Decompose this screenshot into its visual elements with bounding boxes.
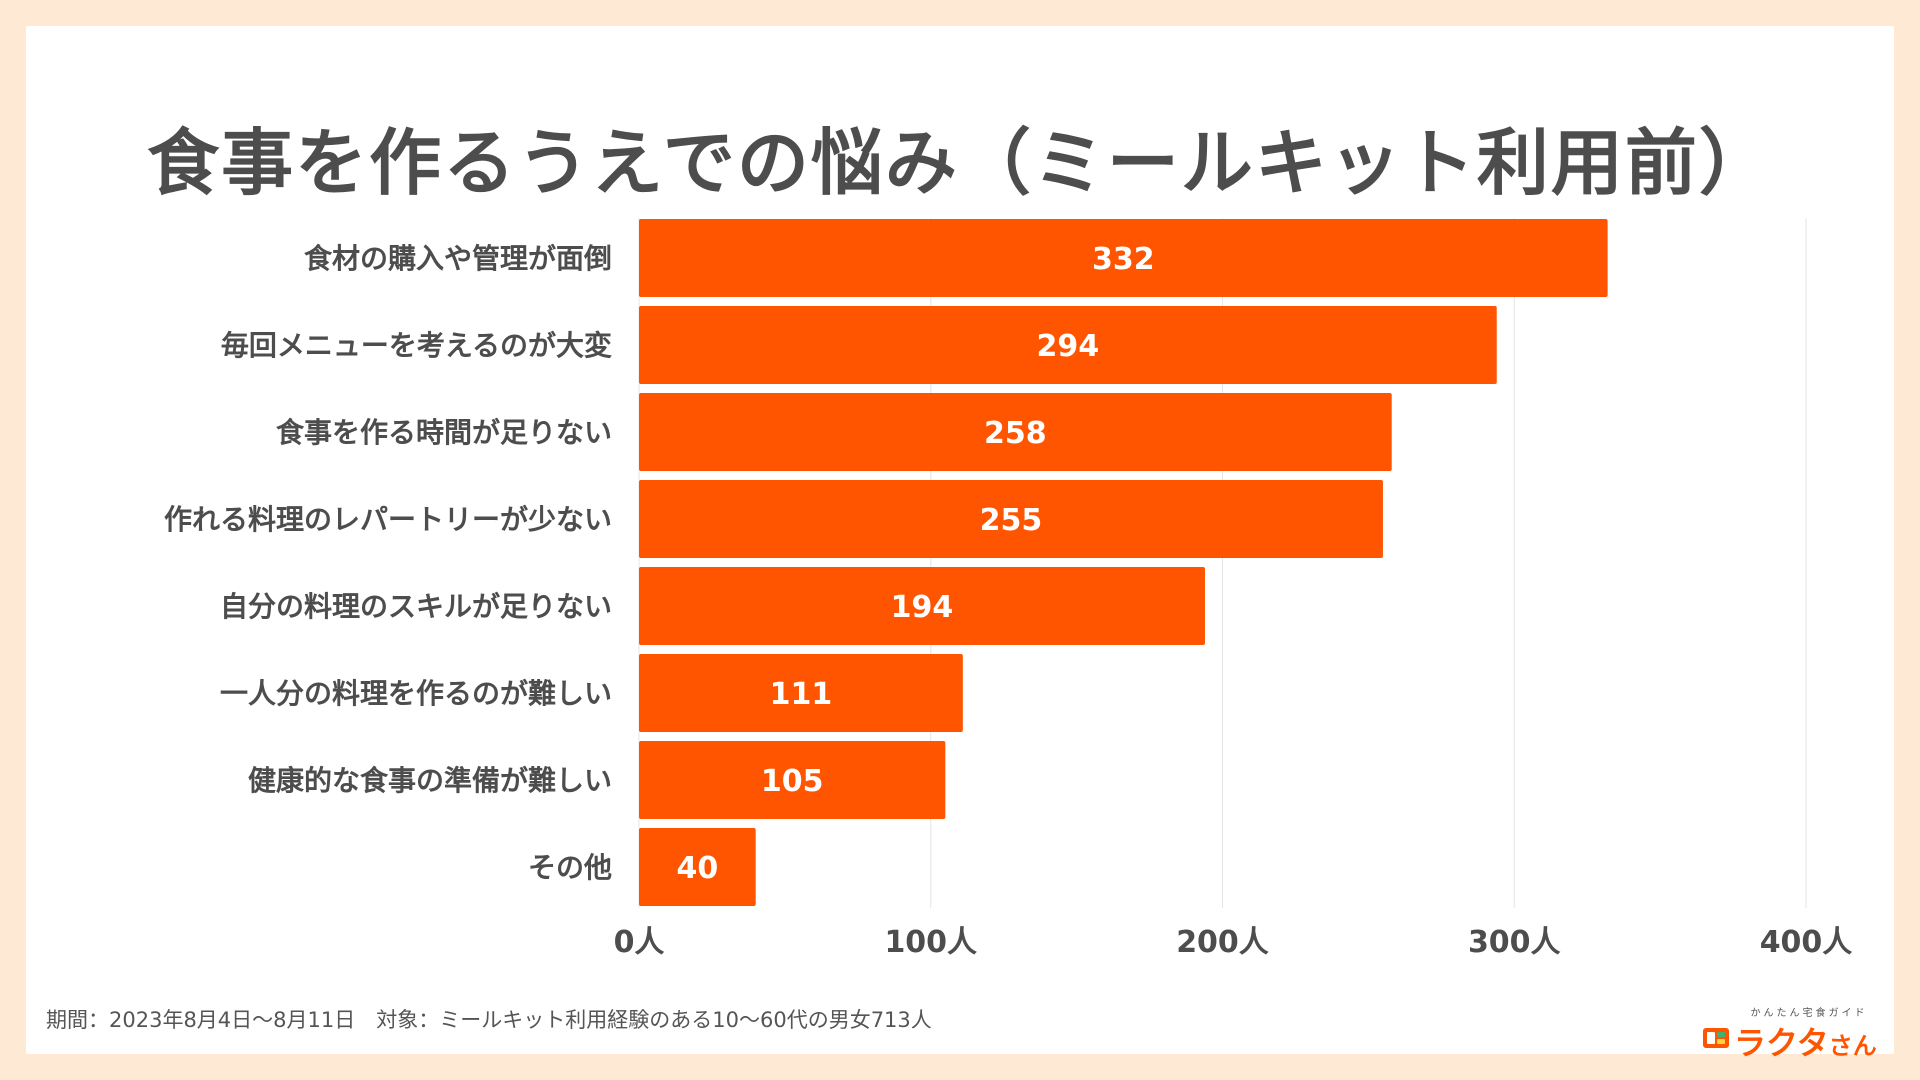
x-tick-label: 300人 [1468,925,1561,960]
value-label: 294 [1037,329,1100,364]
chart-title: 食事を作るうえでの悩み（ミールキット利用前） [147,121,1773,205]
chart-card: 食事を作るうえでの悩み（ミールキット利用前） 食材の購入や管理が面倒 332 毎回メ… [26,26,1894,1062]
category-label: 食事を作る時間が足りない [276,416,612,449]
value-label: 194 [891,590,954,625]
logo-suffix: さん [1828,1032,1877,1060]
bar [639,828,756,906]
category-label: 健康的な食事の準備が難しい [248,764,612,797]
bar [639,741,946,819]
bar [639,219,1608,297]
category-label: 一人分の料理を作るのが難しい [220,677,612,710]
value-label: 105 [761,764,824,799]
x-tick-label: 100人 [884,925,977,960]
category-label: 作れる料理のレパートリーが少ない [164,503,612,536]
value-label: 258 [984,416,1047,451]
value-label: 40 [676,851,718,886]
brand-logo: かんたん宅食ガイド ラクタさん [1702,1008,1902,1062]
category-label: その他 [528,851,612,884]
value-label: 255 [980,503,1043,538]
bar-chart: 食材の購入や管理が面倒 332 毎回メニューを考えるのが大変 294 食事を作る時間が足… [164,218,1853,960]
x-tick-label: 0人 [614,925,665,960]
value-label: 111 [770,677,833,712]
bar [639,567,1205,645]
category-label: 毎回メニューを考えるのが大変 [221,329,612,362]
category-label: 食材の購入や管理が面倒 [304,242,612,275]
bar [639,654,963,732]
x-tick-label: 200人 [1176,925,1269,960]
x-tick-label: 400人 [1760,925,1853,960]
bar [639,393,1392,471]
bar [639,306,1497,384]
logo-wordmark: ラクタさん [1734,1018,1877,1064]
survey-footnote: 期間：2023年8月4日〜8月11日 対象：ミールキット利用経験のある10〜60… [46,1008,932,1032]
logo-tagline: かんたん宅食ガイド [1750,1008,1868,1019]
bento-box-icon [1703,1028,1729,1048]
logo-name: ラクタ [1734,1024,1829,1062]
value-label: 332 [1092,242,1155,277]
category-label: 自分の料理のスキルが足りない [220,590,612,623]
bar [639,480,1383,558]
